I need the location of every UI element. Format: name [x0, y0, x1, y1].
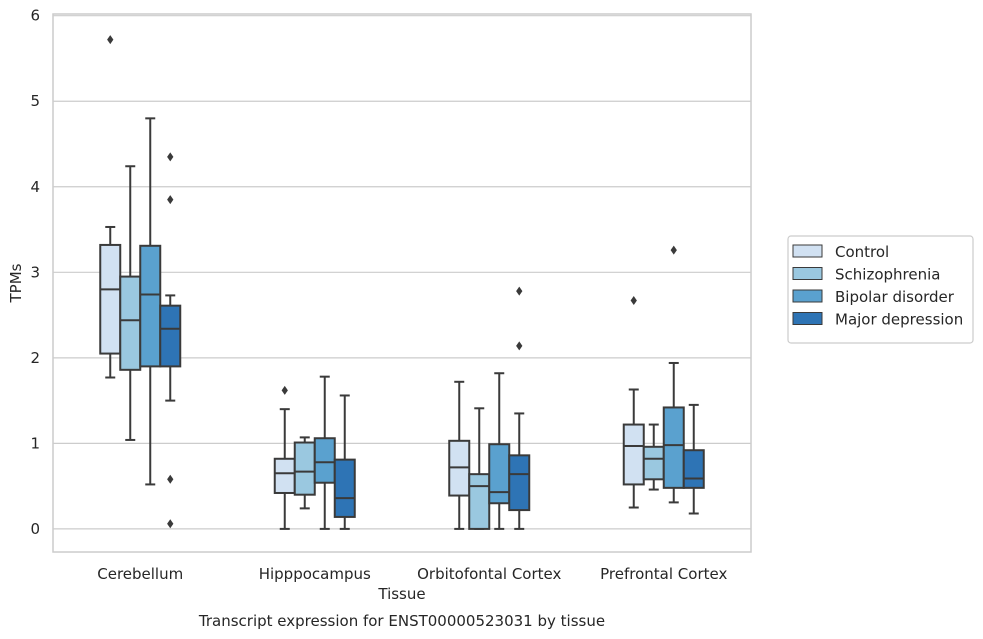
legend-swatch [792, 312, 823, 325]
box-body [662, 406, 685, 489]
x-axis-label: Tissue [377, 585, 425, 603]
box-body [139, 244, 162, 368]
legend-label: Bipolar disorder [835, 288, 955, 306]
outlier-point [516, 341, 523, 351]
legend-frame [787, 235, 974, 344]
box-body [468, 473, 491, 530]
box-body [333, 458, 356, 518]
outlier-point [167, 152, 174, 162]
x-tick-label: Cerebellum [97, 565, 183, 583]
outlier-point [670, 245, 677, 255]
outlier-point [167, 195, 174, 205]
legend-swatch [792, 289, 823, 303]
y-tick-label: 0 [30, 520, 40, 538]
box-body [273, 457, 296, 494]
box-body [622, 423, 645, 486]
box-body [313, 437, 336, 484]
box-group [99, 35, 182, 529]
y-tick-labels: 0 1 2 3 4 5 6 [30, 7, 40, 538]
y-axis-label: TPMs [7, 263, 25, 303]
chart-caption: Transcript expression for ENST0000052303… [198, 612, 605, 630]
outlier-point [107, 35, 114, 45]
legend-label: Schizophrenia [835, 266, 940, 284]
box-body [119, 275, 142, 371]
box-body [508, 454, 531, 512]
outlier-point [516, 286, 523, 296]
box-body [642, 445, 665, 481]
outlier-point [630, 296, 637, 306]
x-tick-label: Hipppocampus [259, 565, 371, 583]
box-body [99, 243, 122, 355]
y-tick-label: 4 [30, 178, 40, 196]
box-body [682, 449, 705, 489]
y-tick-label: 1 [30, 434, 40, 452]
box-body [293, 441, 316, 496]
box-body [488, 443, 511, 505]
outlier-point [167, 519, 174, 529]
plot-frame [52, 13, 752, 553]
legend: Control Schizophrenia Bipolar disorder Majo… [787, 235, 974, 344]
box-group [273, 375, 356, 530]
outlier-point [167, 474, 174, 484]
box-group [622, 245, 705, 515]
outlier-point [281, 385, 288, 395]
y-tick-label: 3 [30, 263, 40, 281]
x-tick-label: Prefrontal Cortex [600, 565, 727, 583]
y-tick-label: 6 [30, 7, 40, 25]
x-tick-label: Orbitofontal Cortex [417, 565, 561, 583]
y-tick-label: 5 [30, 92, 40, 110]
legend-label: Control [835, 243, 889, 261]
box-group [448, 286, 531, 530]
y-tick-label: 2 [30, 349, 40, 367]
box-body [159, 304, 182, 368]
box-groups [99, 35, 705, 530]
legend-label: Major depression [835, 311, 963, 329]
legend-swatch [792, 244, 823, 258]
legend-swatch [792, 267, 823, 280]
x-tick-labels: Cerebellum Hipppocampus Orbitofontal Corte… [97, 565, 727, 583]
